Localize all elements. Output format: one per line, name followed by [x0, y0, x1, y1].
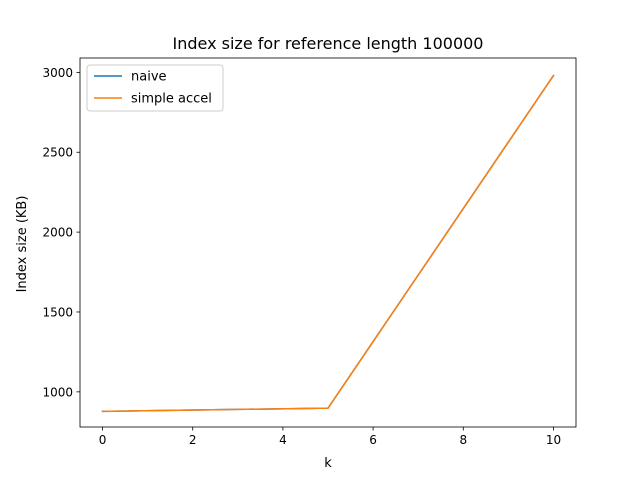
series-line-2	[101, 74, 555, 413]
y-axis-label: Index size (KB)	[15, 196, 30, 293]
y-tick-label: 2500	[42, 146, 73, 160]
axes-frame	[79, 57, 577, 428]
legend-label-2: simple accel	[131, 92, 212, 107]
y-tick-label: 1000	[42, 385, 73, 399]
y-tick-label: 3000	[42, 66, 73, 80]
x-tick-label: 10	[546, 433, 561, 447]
x-axis-label: k	[324, 456, 332, 471]
chart-title: Index size for reference length 100000	[173, 34, 484, 53]
x-tick-label: 4	[279, 433, 287, 447]
y-tick-label: 1500	[42, 305, 73, 319]
x-tick-label: 8	[459, 433, 467, 447]
y-tick-label: 2000	[42, 226, 73, 240]
x-tick-label: 0	[99, 433, 107, 447]
legend-label-1: naive	[131, 70, 167, 85]
x-tick-label: 6	[369, 433, 377, 447]
x-tick-label: 2	[189, 433, 197, 447]
plot-area: 0 2 4 6 8 10 1000 1500 2000 2500 3000	[42, 57, 577, 447]
legend: naive simple accel	[86, 64, 224, 112]
